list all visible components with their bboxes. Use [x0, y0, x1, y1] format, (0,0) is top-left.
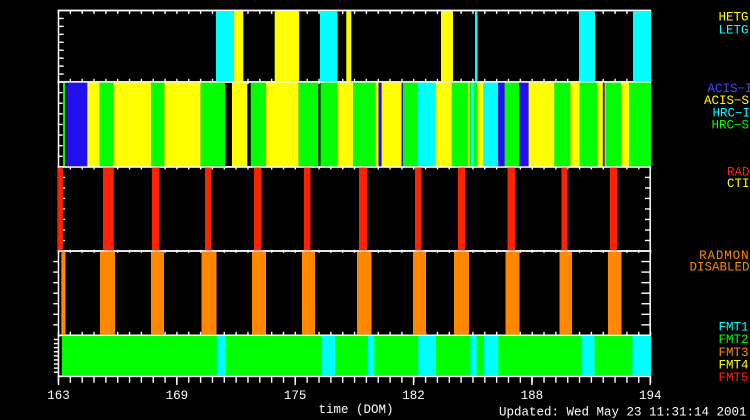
svg-text:FMT2: FMT2 — [718, 333, 748, 347]
svg-text:FMT5: FMT5 — [718, 371, 748, 385]
svg-text:Updated: Wed May 23 11:31:14 2: Updated: Wed May 23 11:31:14 2001 — [499, 405, 747, 419]
svg-text:LETG: LETG — [718, 23, 748, 37]
svg-text:188: 188 — [521, 389, 544, 403]
svg-text:169: 169 — [166, 389, 189, 403]
svg-text:HETG: HETG — [718, 11, 748, 25]
svg-text:163: 163 — [47, 389, 70, 403]
svg-text:CTI: CTI — [727, 177, 750, 191]
svg-text:175: 175 — [284, 389, 307, 403]
svg-text:182: 182 — [402, 389, 425, 403]
svg-text:FMT4: FMT4 — [718, 359, 748, 373]
svg-text:RAD: RAD — [727, 166, 750, 180]
svg-text:time (DOM): time (DOM) — [318, 403, 393, 417]
svg-text:ACIS−S: ACIS−S — [704, 94, 749, 108]
svg-text:194: 194 — [639, 389, 662, 403]
svg-text:FMT1: FMT1 — [718, 320, 748, 334]
svg-text:RADMON: RADMON — [699, 249, 749, 263]
svg-text:DISABLED: DISABLED — [689, 260, 749, 274]
svg-text:HRC−I: HRC−I — [712, 106, 750, 120]
svg-text:FMT3: FMT3 — [718, 346, 748, 360]
svg-text:ACIS−I: ACIS−I — [707, 82, 750, 96]
svg-text:HRC−S: HRC−S — [711, 119, 749, 133]
